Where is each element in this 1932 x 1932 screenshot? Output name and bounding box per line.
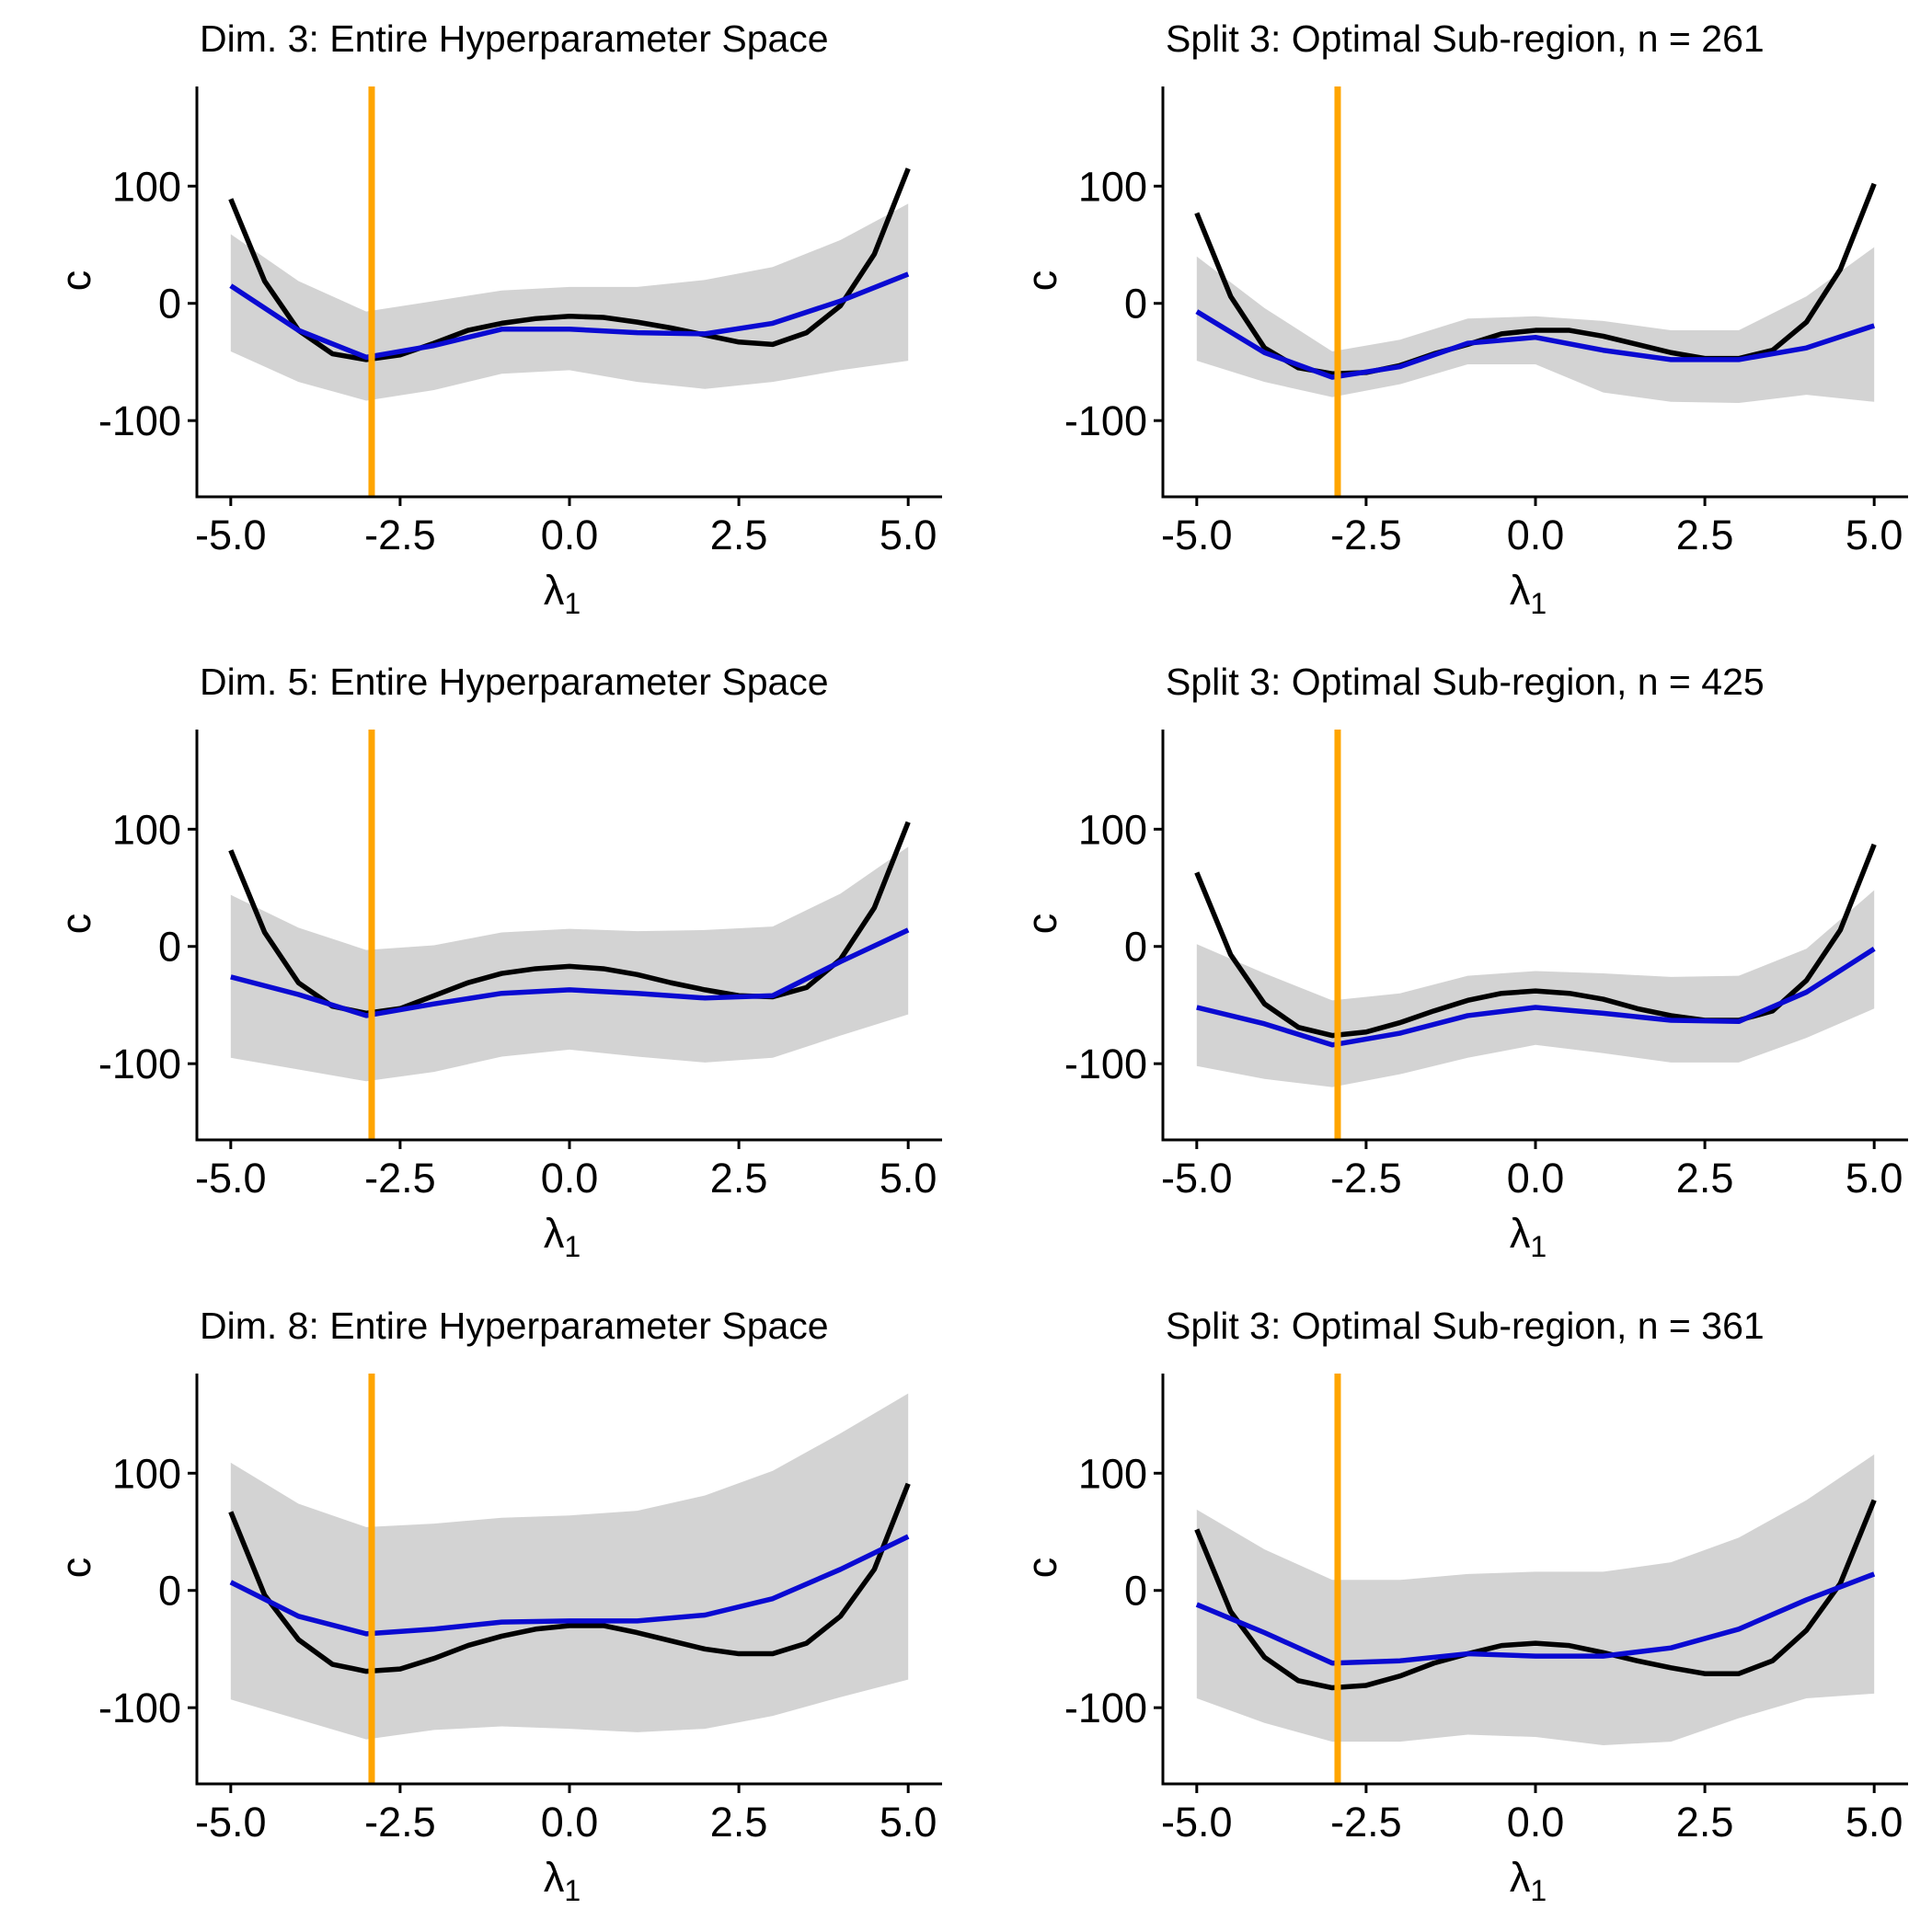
panel-title: Dim. 5: Entire Hyperparameter Space [200,661,829,703]
panel-4: Split 3: Optimal Sub-region, n = 425 -5.0… [1018,661,1908,1263]
y-tick-label: 0 [1124,281,1147,328]
x-tick-label: 5.0 [880,1155,937,1202]
y-tick-label: 100 [112,1450,181,1497]
confidence-band [230,203,909,401]
panel-5: Dim. 8: Entire Hyperparameter Space -5.0 -… [52,1305,942,1907]
y-axis-label: c [52,914,99,935]
x-tick-label: 2.5 [1676,512,1734,558]
x-axis-label: λ1 [1510,567,1547,620]
black-line [228,167,911,362]
blue-line [1195,1571,1876,1666]
x-axis-label-subscript: 1 [1530,587,1547,620]
x-tick-label: 5.0 [1846,1799,1903,1846]
x-tick-label: -5.0 [195,1155,267,1202]
x-tick-label: 2.5 [710,512,768,558]
panel-title: Dim. 8: Entire Hyperparameter Space [200,1305,829,1347]
y-tick-label: -100 [98,1041,181,1087]
y-tick-label: 0 [158,281,181,328]
x-axis-label-symbol: λ [544,567,565,614]
x-axis-label-symbol: λ [544,1854,565,1901]
y-axis-label: c [52,270,99,292]
y-tick-label: 0 [158,1568,181,1615]
panel-1: Dim. 3: Entire Hyperparameter Space -5.0 -… [52,17,942,620]
x-axis-label: λ1 [1510,1210,1547,1263]
y-axis-label: c [1018,1558,1065,1579]
confidence-band [1196,247,1875,404]
y-tick-label: 100 [112,163,181,210]
confidence-band [1196,1454,1875,1745]
panel-title: Split 3: Optimal Sub-region, n = 425 [1166,661,1765,703]
y-tick-label: 100 [112,806,181,853]
blue-line [229,271,910,361]
panel-3: Dim. 5: Entire Hyperparameter Space -5.0 -… [52,661,942,1263]
y-tick-label: 0 [158,924,181,971]
x-axis-label-subscript: 1 [564,587,581,620]
blue-line [1196,946,1876,1048]
y-axis-label: c [1018,914,1065,935]
x-tick-label: -2.5 [364,1155,436,1202]
x-tick-label: 0.0 [541,1799,599,1846]
y-tick-label: 100 [1078,163,1147,210]
x-tick-label: 5.0 [880,512,937,558]
y-tick-label: 100 [1078,806,1147,853]
x-tick-label: 2.5 [710,1799,768,1846]
y-tick-label: -100 [98,397,181,444]
y-axis-label: c [52,1558,99,1579]
x-tick-label: 0.0 [541,1155,599,1202]
x-tick-label: 5.0 [880,1799,937,1846]
x-tick-label: -2.5 [1330,512,1402,558]
x-axis-label-subscript: 1 [564,1230,581,1263]
x-axis-label: λ1 [544,1854,581,1907]
x-tick-label: -2.5 [364,1799,436,1846]
x-tick-label: -5.0 [195,1799,267,1846]
x-axis-label: λ1 [1510,1854,1547,1907]
panel-6: Split 3: Optimal Sub-region, n = 361 -5.0… [1018,1305,1908,1907]
x-axis-label: λ1 [544,567,581,620]
blue-line [229,1534,910,1637]
x-tick-label: -5.0 [1161,512,1233,558]
x-axis-label-symbol: λ [544,1210,565,1257]
black-line [228,1482,911,1674]
y-tick-label: -100 [1064,397,1147,444]
x-tick-label: -2.5 [1330,1155,1402,1202]
blue-line [1195,309,1876,380]
x-tick-label: -5.0 [1161,1155,1233,1202]
x-axis-label-symbol: λ [1510,1210,1531,1257]
x-tick-label: 2.5 [1676,1799,1734,1846]
x-tick-label: 0.0 [541,512,599,558]
x-tick-label: 5.0 [1846,512,1903,558]
y-axis-label: c [1018,270,1065,292]
x-tick-label: 2.5 [710,1155,768,1202]
x-axis-label-symbol: λ [1510,1854,1531,1901]
x-axis-label: λ1 [544,1210,581,1263]
x-axis-label-subscript: 1 [1530,1874,1547,1907]
x-tick-label: 0.0 [1507,1799,1565,1846]
x-tick-label: -2.5 [364,512,436,558]
x-tick-label: 0.0 [1507,1155,1565,1202]
x-axis-label-symbol: λ [1510,567,1531,614]
x-axis-label-subscript: 1 [564,1874,581,1907]
x-tick-label: 0.0 [1507,512,1565,558]
x-axis-label-subscript: 1 [1530,1230,1547,1263]
x-tick-label: 5.0 [1846,1155,1903,1202]
y-tick-label: -100 [98,1685,181,1731]
blue-line [230,927,910,1018]
x-tick-label: 2.5 [1676,1155,1734,1202]
panel-title: Split 3: Optimal Sub-region, n = 261 [1166,17,1765,60]
y-tick-label: -100 [1064,1685,1147,1731]
y-tick-label: -100 [1064,1041,1147,1087]
panel-title: Dim. 3: Entire Hyperparameter Space [200,17,829,60]
x-tick-label: -5.0 [1161,1799,1233,1846]
confidence-band [230,1393,909,1740]
x-tick-label: -5.0 [195,512,267,558]
y-tick-label: 100 [1078,1450,1147,1497]
y-tick-label: 0 [1124,924,1147,971]
panel-title: Split 3: Optimal Sub-region, n = 361 [1166,1305,1765,1347]
black-line [1194,1499,1877,1691]
y-tick-label: 0 [1124,1568,1147,1615]
x-tick-label: -2.5 [1330,1799,1402,1846]
panel-2: Split 3: Optimal Sub-region, n = 261 -5.0… [1018,17,1908,620]
